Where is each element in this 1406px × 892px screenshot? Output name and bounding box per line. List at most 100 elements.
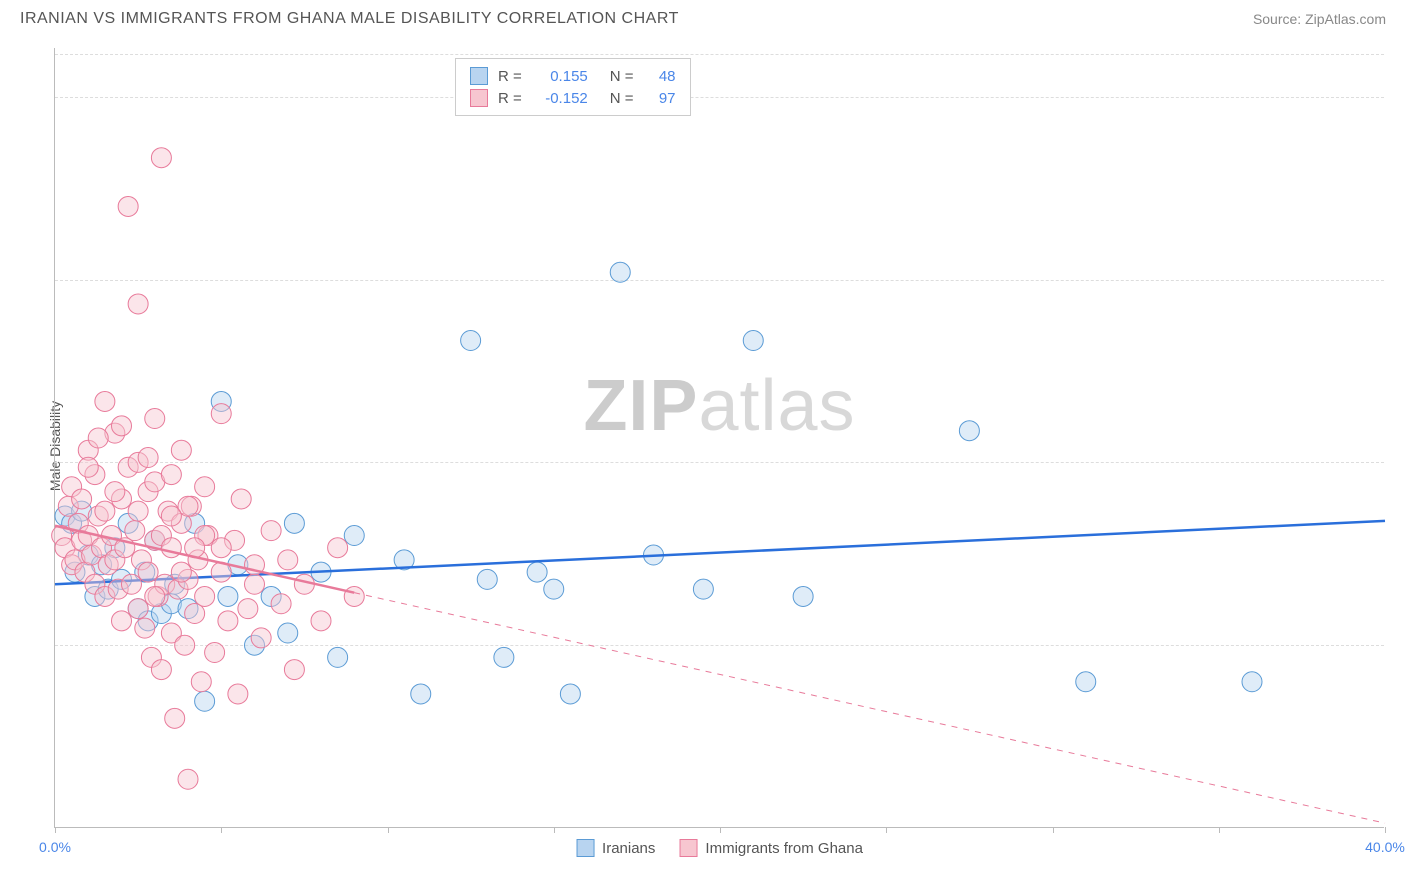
- legend-label: Immigrants from Ghana: [705, 840, 863, 857]
- scatter-point: [560, 684, 580, 704]
- scatter-point: [544, 579, 564, 599]
- scatter-point: [121, 574, 141, 594]
- scatter-point: [145, 409, 165, 429]
- scatter-point: [145, 586, 165, 606]
- scatter-point: [211, 404, 231, 424]
- scatter-point: [161, 538, 181, 558]
- scatter-point: [138, 448, 158, 468]
- stat-r-value: 0.155: [532, 68, 588, 85]
- chart-title: IRANIAN VS IMMIGRANTS FROM GHANA MALE DI…: [20, 10, 679, 28]
- stats-row: R = -0.152 N = 97: [470, 87, 676, 109]
- scatter-point: [284, 513, 304, 533]
- stat-n-label: N =: [610, 90, 634, 107]
- legend-swatch: [679, 839, 697, 857]
- scatter-point: [238, 599, 258, 619]
- scatter-point: [128, 599, 148, 619]
- source-attribution: Source: ZipAtlas.com: [1253, 11, 1386, 27]
- scatter-point: [228, 684, 248, 704]
- scatter-point: [211, 538, 231, 558]
- legend-swatch: [576, 839, 594, 857]
- scatter-point: [161, 465, 181, 485]
- x-tick: [554, 827, 555, 833]
- x-tick: [388, 827, 389, 833]
- scatter-point: [135, 618, 155, 638]
- scatter-point: [125, 521, 145, 541]
- trend-line-dashed: [354, 593, 1385, 823]
- stat-n-value: 48: [644, 68, 676, 85]
- x-tick-label: 40.0%: [1365, 839, 1405, 855]
- scatter-point: [1076, 672, 1096, 692]
- stat-r-value: -0.152: [532, 90, 588, 107]
- scatter-point: [175, 635, 195, 655]
- scatter-point: [78, 457, 98, 477]
- stat-r-label: R =: [498, 90, 522, 107]
- x-tick: [886, 827, 887, 833]
- scatter-point: [138, 562, 158, 582]
- scatter-point: [328, 647, 348, 667]
- scatter-point: [494, 647, 514, 667]
- legend-swatch: [470, 67, 488, 85]
- scatter-point: [151, 660, 171, 680]
- x-tick: [1219, 827, 1220, 833]
- x-tick: [55, 827, 56, 833]
- scatter-point: [344, 586, 364, 606]
- scatter-point: [195, 691, 215, 711]
- scatter-point: [205, 643, 225, 663]
- stat-n-value: 97: [644, 90, 676, 107]
- scatter-point: [218, 611, 238, 631]
- bottom-legend: Iranians Immigrants from Ghana: [576, 839, 863, 857]
- x-tick-label: 0.0%: [39, 839, 71, 855]
- scatter-point: [477, 569, 497, 589]
- scatter-point: [165, 708, 185, 728]
- scatter-point: [278, 550, 298, 570]
- scatter-point: [218, 586, 238, 606]
- scatter-point: [261, 521, 281, 541]
- x-tick: [221, 827, 222, 833]
- scatter-point: [161, 506, 181, 526]
- scatter-point: [344, 526, 364, 546]
- scatter-point: [328, 538, 348, 558]
- scatter-point: [128, 294, 148, 314]
- scatter-point: [461, 331, 481, 351]
- stat-n-label: N =: [610, 68, 634, 85]
- legend-swatch: [470, 89, 488, 107]
- stat-r-label: R =: [498, 68, 522, 85]
- scatter-point: [743, 331, 763, 351]
- legend-label: Iranians: [602, 840, 655, 857]
- scatter-point: [151, 148, 171, 168]
- chart-plot-area: ZIPatlas 7.5%15.0%22.5%30.0% 0.0%40.0% R…: [54, 48, 1384, 828]
- stats-legend-box: R = 0.155 N = 48 R = -0.152 N = 97: [455, 58, 691, 116]
- scatter-point: [278, 623, 298, 643]
- scatter-point: [95, 391, 115, 411]
- scatter-point: [195, 477, 215, 497]
- scatter-point: [72, 489, 92, 509]
- scatter-point: [271, 594, 291, 614]
- scatter-svg: [55, 48, 1384, 827]
- scatter-point: [251, 628, 271, 648]
- scatter-point: [195, 586, 215, 606]
- scatter-point: [95, 501, 115, 521]
- scatter-point: [311, 611, 331, 631]
- scatter-point: [959, 421, 979, 441]
- scatter-point: [411, 684, 431, 704]
- scatter-point: [1242, 672, 1262, 692]
- scatter-point: [118, 196, 138, 216]
- scatter-point: [245, 574, 265, 594]
- scatter-point: [171, 440, 191, 460]
- scatter-point: [693, 579, 713, 599]
- scatter-point: [171, 562, 191, 582]
- legend-item: Iranians: [576, 839, 655, 857]
- scatter-point: [128, 501, 148, 521]
- x-tick: [1053, 827, 1054, 833]
- scatter-point: [88, 428, 108, 448]
- x-tick: [1385, 827, 1386, 833]
- scatter-point: [112, 611, 132, 631]
- scatter-point: [284, 660, 304, 680]
- stats-row: R = 0.155 N = 48: [470, 65, 676, 87]
- x-tick: [720, 827, 721, 833]
- scatter-point: [231, 489, 251, 509]
- scatter-point: [191, 672, 211, 692]
- scatter-point: [793, 586, 813, 606]
- scatter-point: [112, 416, 132, 436]
- scatter-point: [527, 562, 547, 582]
